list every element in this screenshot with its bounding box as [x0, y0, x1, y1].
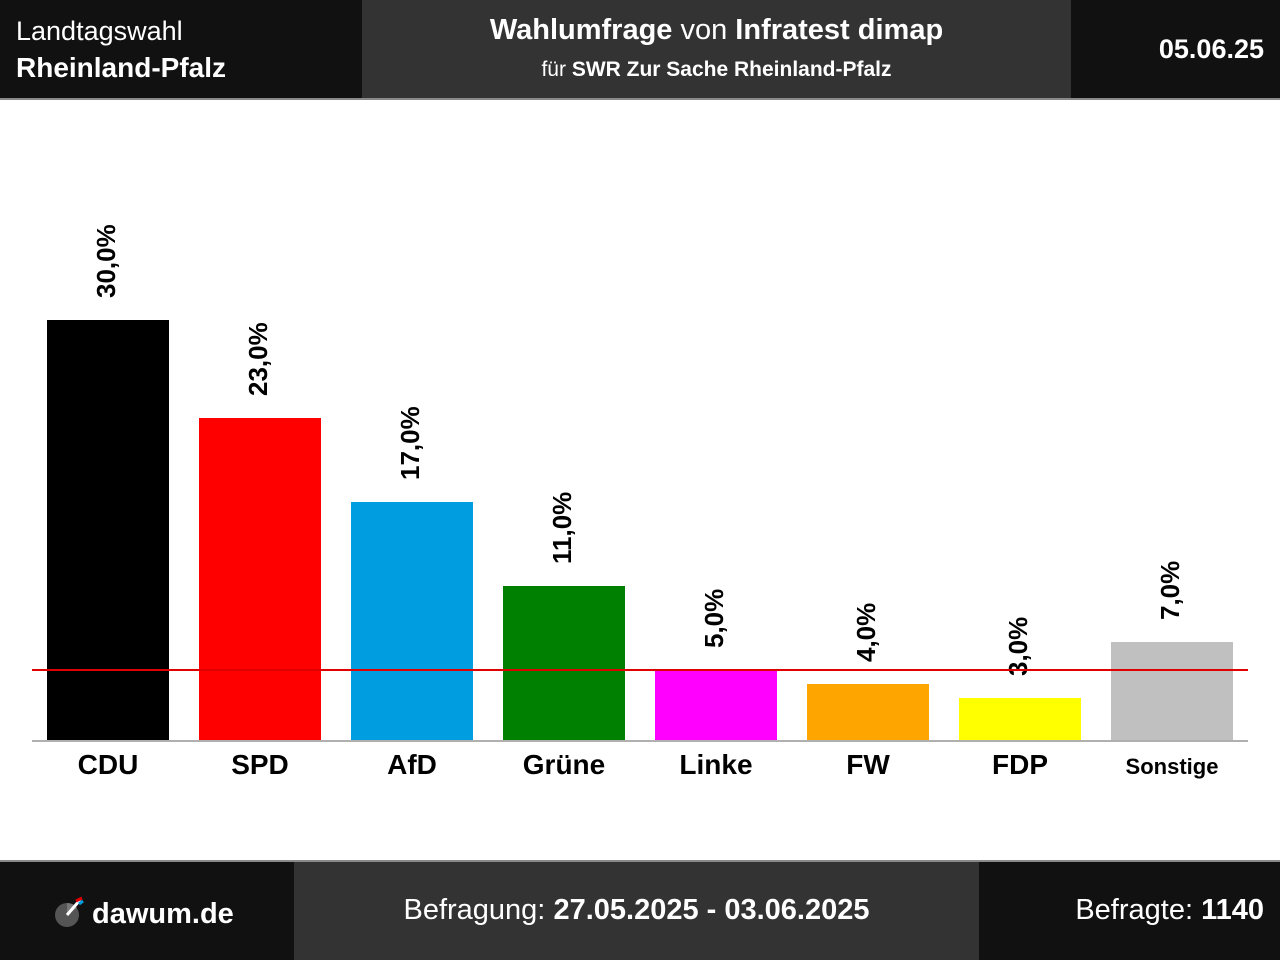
bar-sonstige	[1111, 642, 1233, 740]
election-type: Landtagswahl	[16, 16, 183, 46]
value-label: 23,0%	[243, 322, 273, 396]
poll-bar-chart: 30,0% CDU 23,0% SPD 17,0% AfD 11,0% Grüne 5,0% Li…	[32, 224, 1248, 780]
value-label: 4,0%	[851, 603, 881, 662]
survey-period: Befragung: 27.05.2025 - 03.06.2025	[294, 894, 979, 927]
pollster-name: Infratest dimap	[735, 14, 944, 46]
category-label: CDU	[78, 749, 139, 780]
respondent-count: Befragte: 1140	[1075, 894, 1264, 927]
dawum-logo-icon	[55, 896, 84, 927]
poll-title-prefix: Wahlumfrage	[489, 14, 673, 46]
category-label: Grüne	[523, 749, 605, 780]
site-name: dawum.de	[92, 898, 234, 930]
value-label: 17,0%	[395, 406, 425, 480]
value-label: 3,0%	[1003, 617, 1033, 676]
poll-title-connector: von	[672, 14, 736, 46]
poll-subtitle-prefix: für	[541, 58, 572, 81]
respondents-label: Befragte:	[1075, 894, 1202, 926]
bar-cdu	[47, 320, 169, 740]
bar-fdp	[959, 698, 1081, 740]
bar-afd	[351, 502, 473, 740]
value-label: 5,0%	[699, 589, 729, 648]
poll-subtitle: für SWR Zur Sache Rheinland-Pfalz	[362, 58, 1071, 82]
value-label: 7,0%	[1155, 561, 1185, 620]
header-divider	[0, 98, 1280, 100]
bar-grüne	[503, 586, 625, 740]
header-center-panel	[362, 0, 1071, 98]
footer-center-panel	[294, 862, 979, 960]
category-label: Linke	[679, 749, 752, 780]
bar-fw	[807, 684, 929, 740]
client-name: SWR Zur Sache Rheinland-Pfalz	[571, 58, 892, 81]
footer-divider	[0, 860, 1280, 862]
bar-linke	[655, 670, 777, 740]
value-label: 30,0%	[91, 224, 121, 298]
poll-title: Wahlumfrage von Infratest dimap	[362, 14, 1071, 47]
category-label: FW	[846, 749, 890, 780]
respondents-value: 1140	[1201, 894, 1264, 926]
bar-spd	[199, 418, 321, 740]
survey-period-value: 27.05.2025 - 03.06.2025	[553, 894, 870, 926]
poll-date: 05.06.25	[1158, 34, 1264, 64]
category-label: AfD	[387, 749, 437, 780]
value-label: 11,0%	[547, 492, 577, 564]
category-label: FDP	[992, 749, 1048, 780]
category-label: Sonstige	[1126, 754, 1219, 779]
state-name: Rheinland-Pfalz	[16, 52, 227, 83]
survey-period-label: Befragung:	[403, 894, 554, 926]
category-label: SPD	[231, 749, 289, 780]
